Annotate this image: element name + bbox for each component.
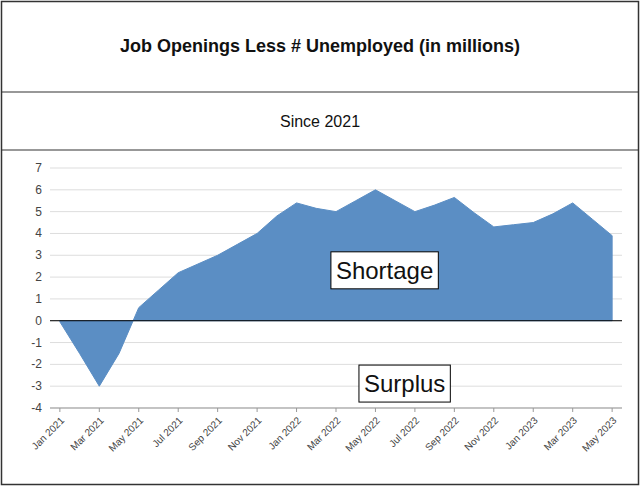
grid-line xyxy=(50,364,622,365)
y-tick-label: 3 xyxy=(35,248,42,262)
grid-line xyxy=(50,320,622,321)
x-tick xyxy=(375,408,376,412)
chart-title: Job Openings Less # Unemployed (in milli… xyxy=(120,36,520,56)
x-tick xyxy=(257,408,258,412)
x-tick-label: Mar 2021 xyxy=(68,414,106,452)
annotation-text: Shortage xyxy=(336,257,433,284)
x-tick-label: Jul 2022 xyxy=(387,414,422,449)
grid-line xyxy=(50,342,622,343)
x-tick-label: Jul 2021 xyxy=(150,414,185,449)
x-tick xyxy=(217,408,218,412)
x-tick-label: Jan 2021 xyxy=(29,414,66,451)
x-tick xyxy=(296,408,297,412)
title-divider xyxy=(2,91,639,92)
y-tick-label: 4 xyxy=(35,226,42,240)
y-tick-label: 2 xyxy=(35,270,42,284)
annotation: Surplus xyxy=(359,365,450,402)
area-group xyxy=(60,190,612,386)
annotation-text: Surplus xyxy=(364,370,445,397)
x-tick xyxy=(414,408,415,412)
y-tick-label: 6 xyxy=(35,183,42,197)
x-axis: Jan 2021Mar 2021May 2021Jul 2021Sep 2021… xyxy=(29,408,622,454)
subtitle-divider xyxy=(2,149,639,150)
grid-line xyxy=(50,386,622,387)
outer-frame xyxy=(2,2,639,485)
x-tick-label: Nov 2022 xyxy=(462,414,500,452)
x-tick xyxy=(138,408,139,412)
x-tick-label: Nov 2021 xyxy=(226,414,264,452)
chart-subtitle: Since 2021 xyxy=(280,113,360,130)
y-axis: -4 -3 -2 -1 0 1 2 3 4 5 6 7 xyxy=(31,161,622,415)
x-tick-label: May 2023 xyxy=(580,414,619,453)
x-tick xyxy=(572,408,573,412)
y-tick-label: -3 xyxy=(31,379,42,393)
x-tick xyxy=(493,408,494,412)
y-tick-label: -2 xyxy=(31,357,42,371)
x-tick xyxy=(454,408,455,412)
y-tick-label: 0 xyxy=(35,314,42,328)
y-tick-label: -1 xyxy=(31,336,42,350)
grid-line xyxy=(50,168,622,169)
y-tick-label: 5 xyxy=(35,205,42,219)
y-tick-label: 1 xyxy=(35,292,42,306)
x-tick-label: May 2022 xyxy=(343,414,382,453)
x-tick-label: Sep 2021 xyxy=(186,414,224,452)
x-tick-label: Sep 2022 xyxy=(423,414,461,452)
x-tick-label: Mar 2023 xyxy=(542,414,580,452)
area xyxy=(60,190,612,386)
x-tick-label: Jan 2023 xyxy=(503,414,540,451)
annotation-box xyxy=(331,252,438,289)
y-tick-label: -4 xyxy=(31,401,42,415)
annotations: Shortage Surplus xyxy=(331,252,450,402)
y-tick-label: 7 xyxy=(35,161,42,175)
annotation: Shortage xyxy=(331,252,438,289)
x-tick xyxy=(178,408,179,412)
x-tick xyxy=(533,408,534,412)
grid-line xyxy=(50,189,622,190)
x-tick xyxy=(612,408,613,412)
chart-container: Job Openings Less # Unemployed (in milli… xyxy=(0,0,640,486)
zero-line xyxy=(50,320,622,321)
x-tick-label: May 2021 xyxy=(106,414,145,453)
annotation-box xyxy=(359,365,450,402)
chart-svg: Job Openings Less # Unemployed (in milli… xyxy=(0,0,640,486)
x-tick-label: Mar 2022 xyxy=(305,414,343,452)
x-tick-label: Jan 2022 xyxy=(266,414,303,451)
x-tick xyxy=(336,408,337,412)
x-tick xyxy=(99,408,100,412)
x-tick xyxy=(59,408,60,412)
